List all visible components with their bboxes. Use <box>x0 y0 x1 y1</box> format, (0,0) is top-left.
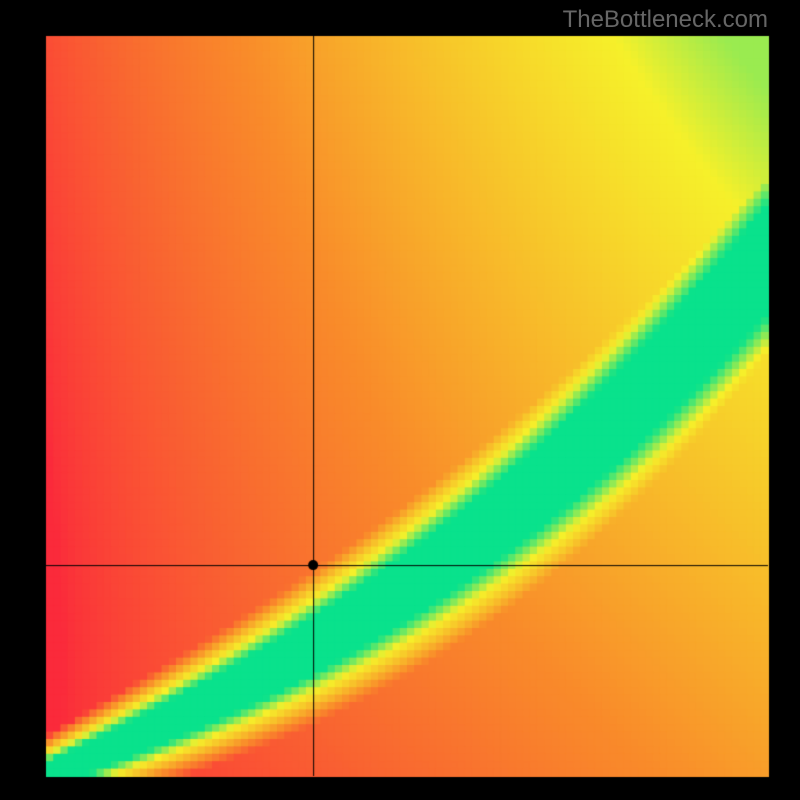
watermark-text: TheBottleneck.com <box>563 6 768 34</box>
chart-container: TheBottleneck.com <box>0 0 800 800</box>
heatmap-canvas <box>0 0 800 800</box>
